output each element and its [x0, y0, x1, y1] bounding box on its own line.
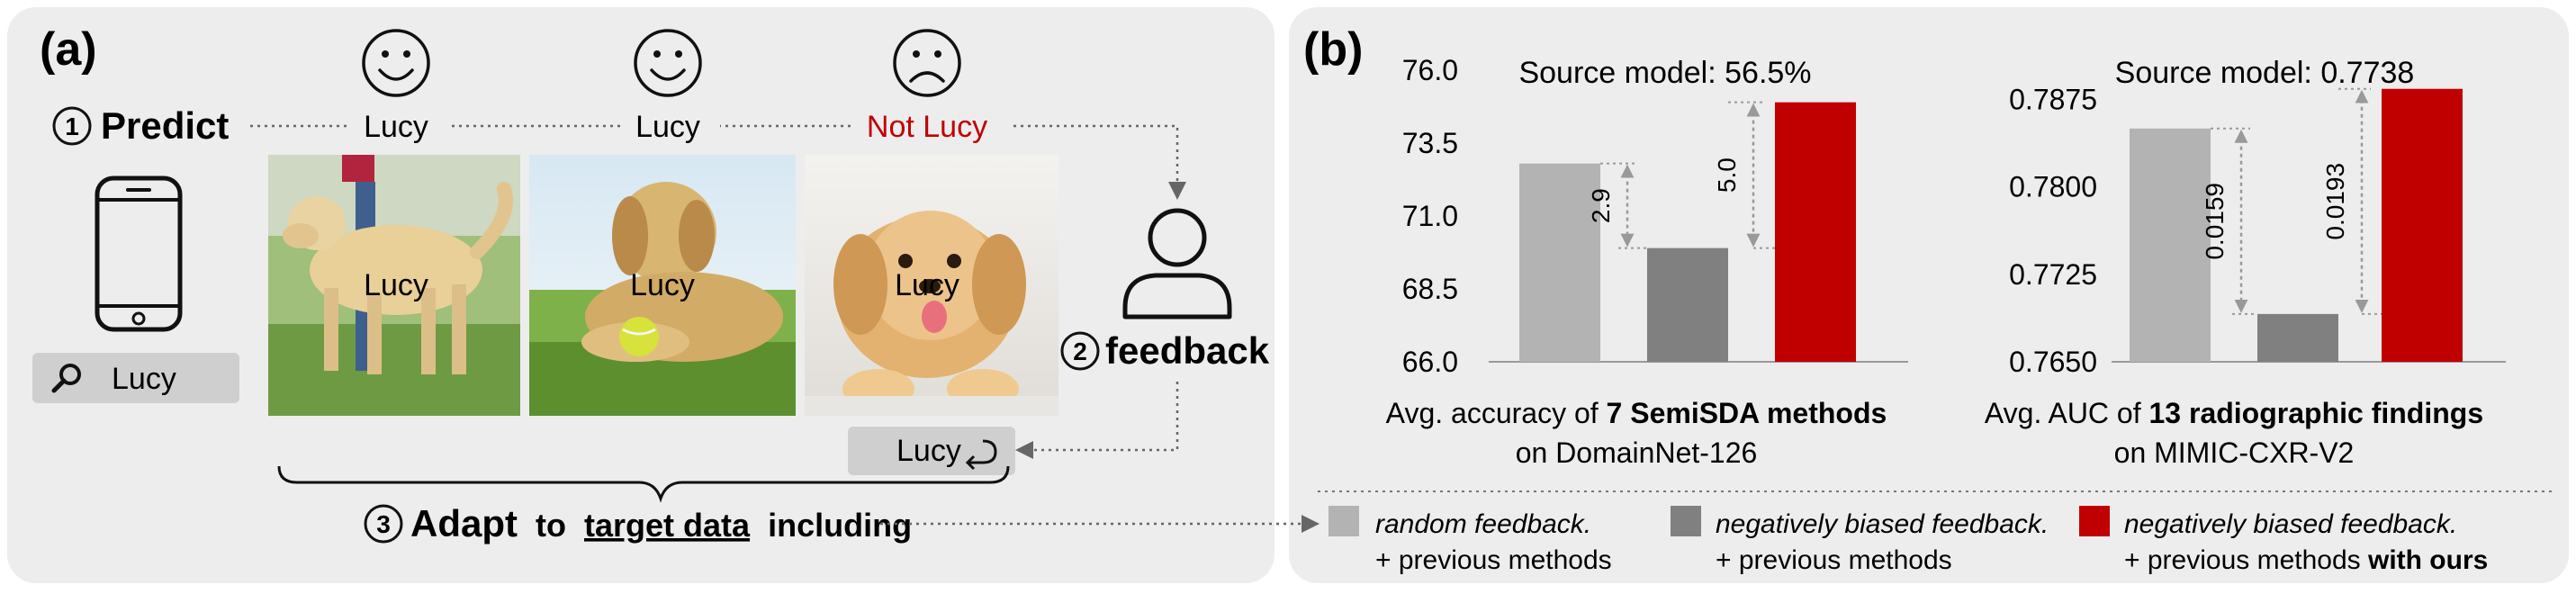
step1-predict: 1 Predict — [52, 104, 229, 147]
chart-auc: 0.7875 0.7800 0.7725 0.7650 0.0159 0.0193 So… — [1985, 56, 2506, 469]
chart1-ytick-label: 66.0 — [1402, 346, 1458, 378]
legend-random-line2: + previous methods — [1375, 545, 1612, 575]
step1-label: Predict — [101, 104, 229, 147]
legend-item-ours: negatively biased feedback. + previous m… — [2079, 506, 2488, 575]
chart2-ytick-label: 0.7800 — [2009, 171, 2097, 203]
chart1-caption-line2: on DomainNet-126 — [1516, 436, 1758, 469]
search-value: Lucy — [112, 362, 176, 396]
feedback-tag-value: Lucy — [896, 434, 961, 468]
photo-label-3: Lucy — [895, 268, 959, 302]
step1-number-circle — [52, 106, 92, 146]
legend-swatch-biased — [1671, 506, 1701, 536]
chart2-bar-2 — [2257, 313, 2338, 362]
curly-brace — [277, 465, 1010, 503]
search-box[interactable]: Lucy — [32, 353, 239, 403]
label-gap-3 — [853, 108, 1012, 144]
chart1-bar-2 — [1647, 248, 1728, 362]
chart2-title: Source model: 0.7738 — [2115, 56, 2415, 90]
prediction-label-2: Lucy — [635, 110, 700, 144]
person-icon — [1122, 208, 1232, 320]
chart1-diff-label: 5.0 — [1713, 158, 1741, 193]
sad-face-icon — [893, 29, 961, 97]
step3-to: to — [536, 507, 566, 544]
chart2-ytick-label: 0.7725 — [2009, 258, 2097, 291]
chart1-diff-label: 2.9 — [1587, 188, 1615, 223]
chart2-ytick-label: 0.7875 — [2009, 83, 2097, 115]
chart1-title: Source model: 56.5% — [1518, 56, 1811, 90]
smartphone-icon — [95, 176, 183, 332]
legend-random-line1: random feedback. — [1375, 509, 1591, 539]
step3-including: including — [768, 507, 912, 544]
legend: random feedback. + previous methods nega… — [1329, 506, 2488, 575]
label-gap-1 — [351, 108, 450, 144]
chart2-bar-1 — [2130, 128, 2211, 363]
step1-number: 1 — [65, 112, 79, 140]
legend-item-biased: negatively biased feedback. + previous m… — [1671, 506, 2049, 575]
step3-adapt: 3 Adapt to target data including — [364, 502, 912, 544]
step3-target: target data — [584, 507, 751, 544]
dog-photo-1 — [268, 155, 520, 416]
chart2-bar-3 — [2382, 88, 2463, 363]
panel-a-label: (a) — [40, 23, 97, 76]
dog-photo-2 — [529, 155, 796, 416]
legend-swatch-random — [1329, 506, 1359, 536]
panel-b-label: (b) — [1303, 23, 1363, 76]
legend-ours-line2: + previous methods with ours — [2124, 545, 2488, 575]
dog-photo-3 — [805, 155, 1058, 416]
legend-biased-line1: negatively biased feedback. — [1716, 509, 2049, 539]
chart2-diff-label: 0.0159 — [2201, 183, 2229, 260]
legend-swatch-ours — [2079, 506, 2110, 536]
step3-number-circle — [364, 504, 403, 544]
chart1-bar-1 — [1519, 163, 1600, 362]
legend-item-random: random feedback. + previous methods — [1329, 506, 1612, 575]
step2-feedback: 2 feedback — [1060, 329, 1270, 372]
happy-face-icon — [634, 29, 702, 97]
predict-flow-arrow — [250, 124, 1186, 200]
chart2-caption-line2: on MIMIC-CXR-V2 — [2114, 436, 2355, 469]
step2-number-circle — [1060, 331, 1100, 371]
legend-ours-line1: negatively biased feedback. — [2124, 509, 2457, 539]
feedback-flow-arrow — [1015, 382, 1179, 459]
chart2-caption-line1: Avg. AUC of 13 radiographic findings — [1985, 397, 2483, 429]
chart2-diff-label: 0.0193 — [2321, 163, 2349, 240]
return-icon — [965, 439, 997, 471]
photo-label-2: Lucy — [630, 268, 695, 302]
chart2-ytick-label: 0.7650 — [2009, 346, 2097, 378]
chart1-bar-3 — [1775, 102, 1856, 362]
step2-number: 2 — [1073, 338, 1087, 365]
legend-biased-line2: + previous methods — [1716, 545, 1952, 575]
step3-bold: Adapt — [410, 502, 518, 544]
happy-face-icon — [362, 29, 430, 97]
chart1-ytick-label: 73.5 — [1402, 127, 1458, 159]
chart1-ytick-label: 71.0 — [1402, 200, 1458, 232]
chart1-ytick-label: 68.5 — [1402, 273, 1458, 305]
chart1-ytick-label: 76.0 — [1402, 54, 1458, 86]
photo-label-1: Lucy — [364, 268, 428, 302]
prediction-label-1: Lucy — [364, 110, 428, 144]
chart-accuracy: 76.0 73.5 71.0 68.5 66.0 2.9 5.0 Source model… — [1386, 54, 1908, 469]
prediction-label-3: Not Lucy — [867, 110, 987, 144]
step2-label: feedback — [1105, 329, 1270, 372]
step3-number: 3 — [376, 510, 391, 538]
step3-label: Adapt to target data including — [410, 502, 912, 544]
feedback-tag: Lucy — [848, 427, 1015, 475]
label-gap-2 — [621, 108, 720, 144]
magnifier-icon — [51, 364, 81, 393]
chart1-caption-line1: Avg. accuracy of 7 SemiSDA methods — [1386, 397, 1887, 429]
